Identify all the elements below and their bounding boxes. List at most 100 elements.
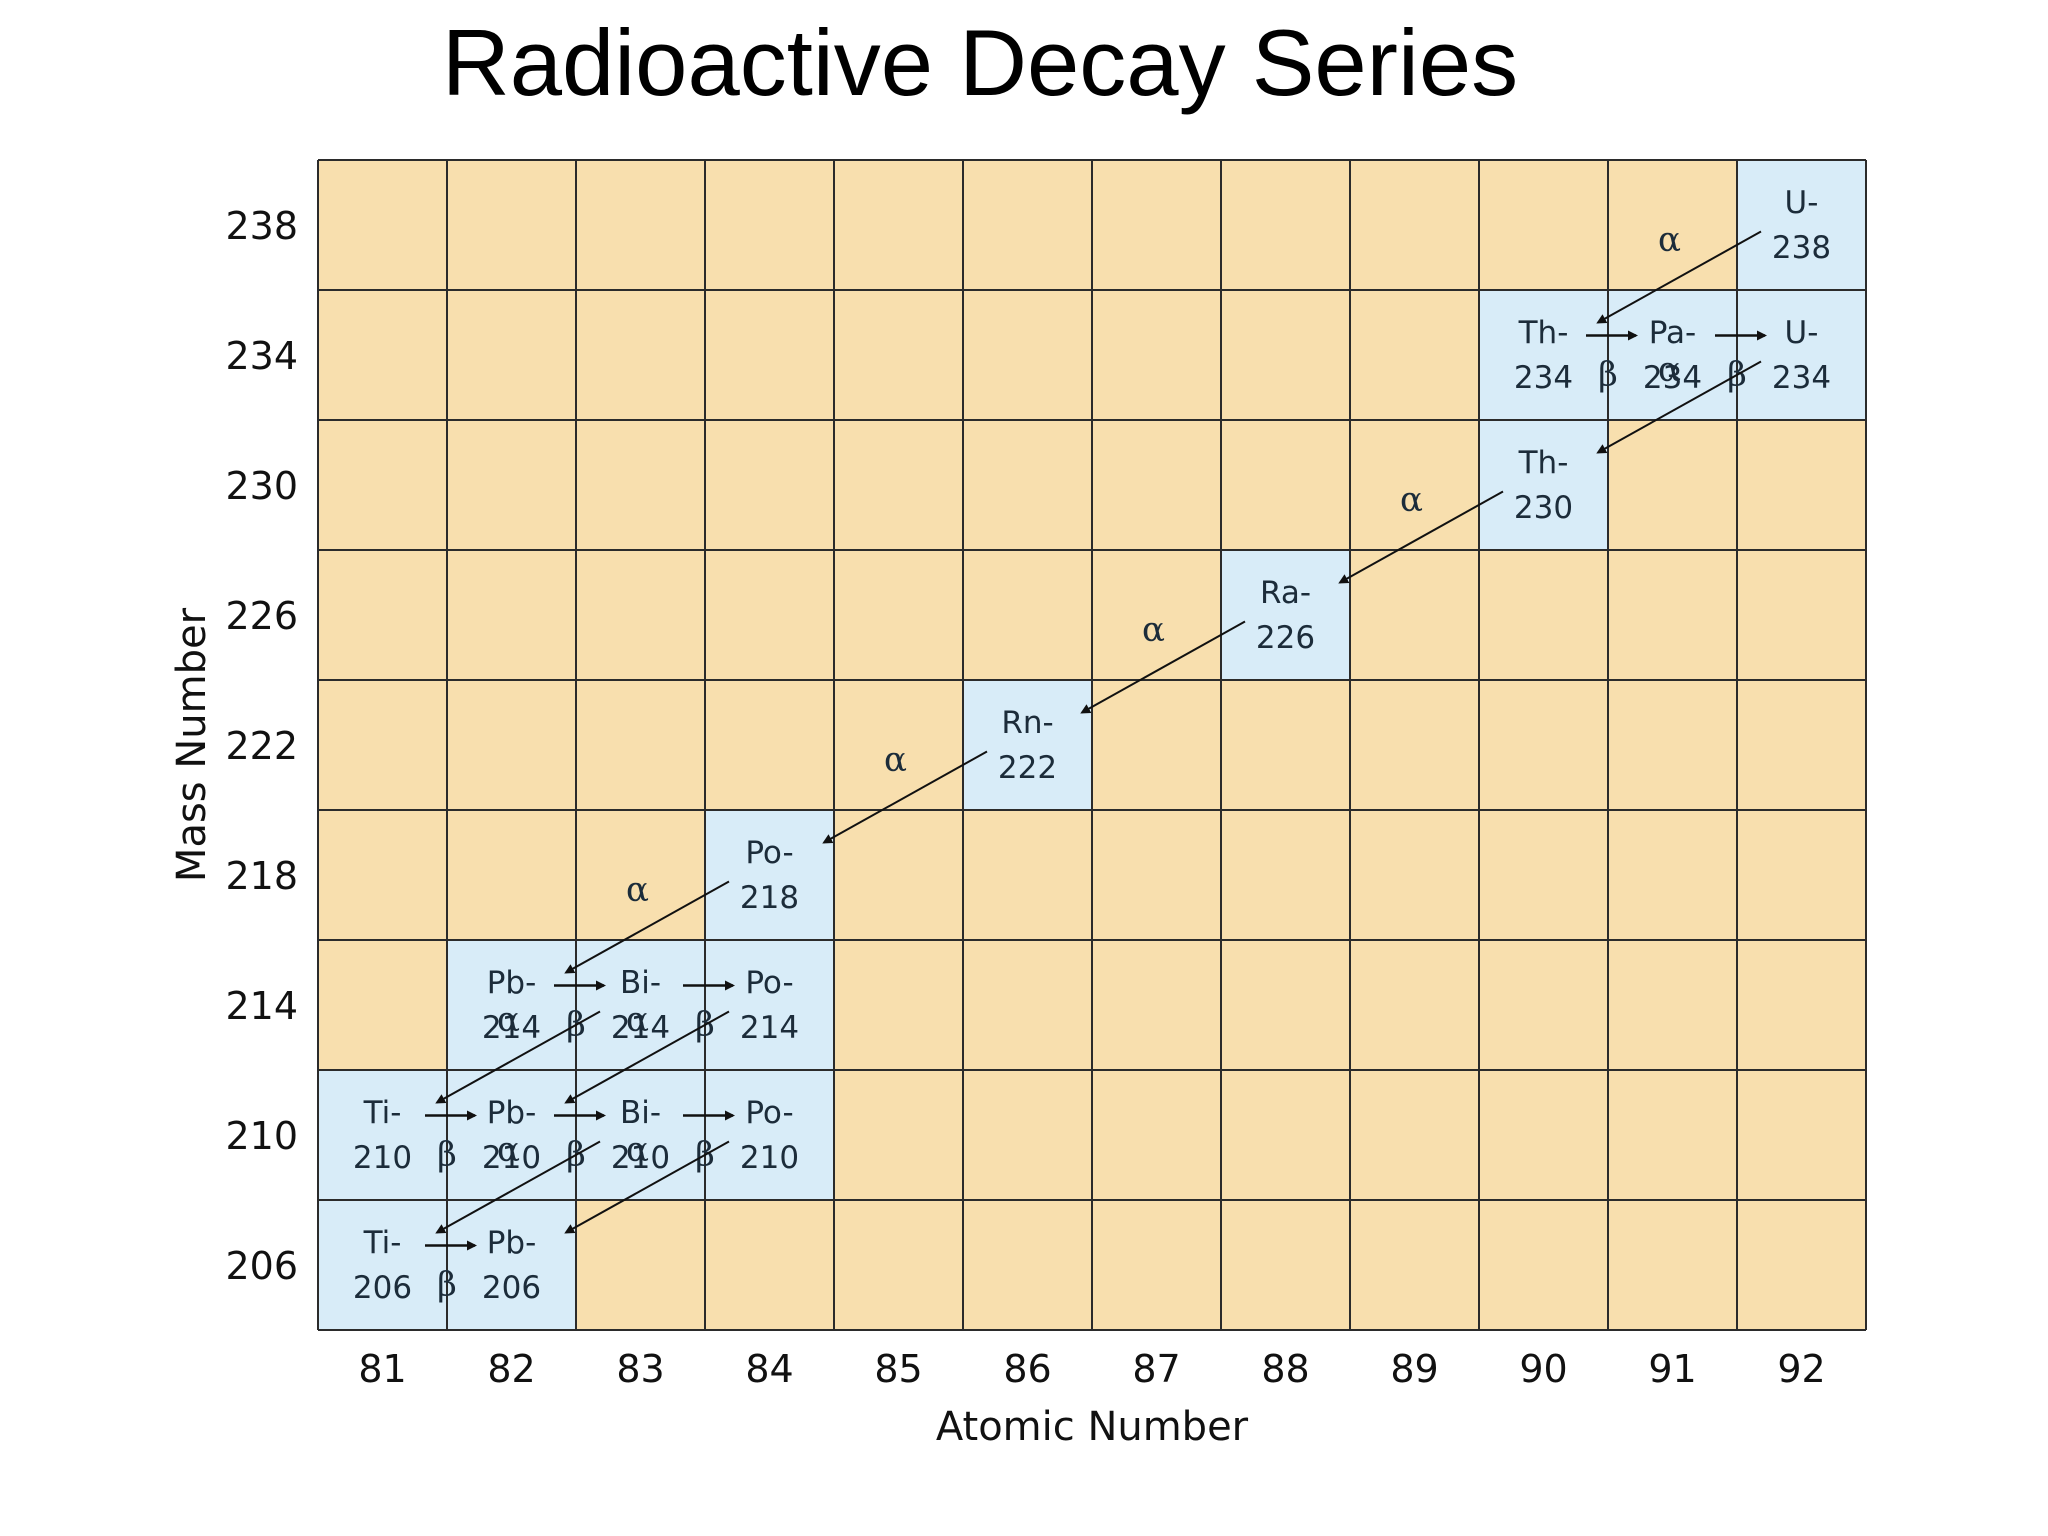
empty-cell xyxy=(318,550,447,680)
empty-cell xyxy=(1479,1200,1608,1330)
empty-cell xyxy=(1092,940,1221,1070)
isotope-symbol: U- xyxy=(1785,315,1819,351)
isotope-mass: 210 xyxy=(482,1140,541,1176)
empty-cell xyxy=(318,290,447,420)
beta-label: β xyxy=(1598,355,1618,395)
empty-cell xyxy=(963,940,1092,1070)
decay-arrow-alpha: α xyxy=(564,1000,730,1104)
empty-cell xyxy=(705,550,834,680)
grid-lines xyxy=(317,159,1867,1331)
alpha-label: α xyxy=(626,1000,649,1040)
empty-cell xyxy=(834,290,963,420)
y-tick-label: 206 xyxy=(225,1244,298,1288)
isotope-symbol: Pa- xyxy=(1649,315,1696,351)
isotope-mass: 214 xyxy=(482,1010,541,1046)
empty-cell xyxy=(1479,550,1608,680)
y-tick-label: 238 xyxy=(225,204,298,248)
empty-cell xyxy=(1092,1070,1221,1200)
empty-cell xyxy=(834,1070,963,1200)
decay-arrow-alpha: α xyxy=(564,870,730,974)
decay-arrow-alpha: α xyxy=(564,1130,730,1234)
empty-cell xyxy=(576,290,705,420)
y-tick-label: 214 xyxy=(225,984,298,1028)
empty-cell xyxy=(1221,680,1350,810)
alpha-label: α xyxy=(1658,220,1681,260)
x-tick-label: 91 xyxy=(1648,1347,1696,1391)
isotope-cell xyxy=(1479,420,1608,550)
empty-cell xyxy=(834,810,963,940)
isotope-cell xyxy=(447,1070,576,1200)
empty-cell xyxy=(318,810,447,940)
empty-cell xyxy=(963,550,1092,680)
alpha-arrow-line xyxy=(564,1140,730,1234)
isotope-mass: 206 xyxy=(353,1270,412,1306)
y-tick-label: 210 xyxy=(225,1114,298,1158)
alpha-label: α xyxy=(626,1130,649,1170)
empty-cell xyxy=(1350,1070,1479,1200)
empty-cell xyxy=(1737,420,1866,550)
alpha-arrow-line xyxy=(564,880,730,974)
isotope-symbol: Pb- xyxy=(487,1225,537,1261)
empty-cell xyxy=(318,160,447,290)
empty-cell xyxy=(1479,940,1608,1070)
decay-arrow-beta: β xyxy=(1586,330,1638,395)
x-tick-label: 86 xyxy=(1003,1347,1051,1391)
decay-arrow-alpha: α xyxy=(1596,350,1762,454)
empty-cell xyxy=(834,550,963,680)
isotope-symbol: U- xyxy=(1785,185,1819,221)
x-tick-label: 84 xyxy=(745,1347,793,1391)
alpha-arrow-line xyxy=(1338,490,1504,584)
isotope-symbol: Ra- xyxy=(1260,575,1311,611)
grid-cells xyxy=(318,160,1866,1330)
isotope-cell xyxy=(705,940,834,1070)
x-tick-label: 85 xyxy=(874,1347,922,1391)
empty-cell xyxy=(1350,160,1479,290)
isotope-symbol: Po- xyxy=(745,1095,793,1131)
empty-cell xyxy=(1608,810,1737,940)
empty-cell xyxy=(1608,1200,1737,1330)
decay-arrow-alpha: α xyxy=(435,1000,601,1104)
empty-cell xyxy=(963,290,1092,420)
empty-cell xyxy=(1221,290,1350,420)
isotope-cell xyxy=(705,810,834,940)
empty-cell xyxy=(1608,940,1737,1070)
beta-label: β xyxy=(437,1135,457,1175)
x-tick-label: 82 xyxy=(487,1347,535,1391)
isotope-mass: 226 xyxy=(1256,620,1315,656)
isotope-mass: 230 xyxy=(1514,490,1573,526)
empty-cell xyxy=(1737,550,1866,680)
x-tick-label: 90 xyxy=(1519,1347,1567,1391)
empty-cell xyxy=(1350,940,1479,1070)
isotope-cell xyxy=(1608,290,1737,420)
empty-cell xyxy=(1479,810,1608,940)
alpha-label: α xyxy=(884,740,907,780)
empty-cell xyxy=(834,420,963,550)
decay-arrows: αββαααααββααβββααβ xyxy=(425,220,1767,1305)
empty-cell xyxy=(1221,160,1350,290)
empty-cell xyxy=(576,680,705,810)
y-tick-label: 218 xyxy=(225,854,298,898)
empty-cell xyxy=(318,420,447,550)
empty-cell xyxy=(834,680,963,810)
isotope-mass: 234 xyxy=(1772,360,1831,396)
x-tick-label: 89 xyxy=(1390,1347,1438,1391)
isotope-mass: 214 xyxy=(611,1010,670,1046)
empty-cell xyxy=(576,160,705,290)
empty-cell xyxy=(1608,1070,1737,1200)
isotope-cell xyxy=(705,1070,834,1200)
x-axis-title: Atomic Number xyxy=(936,1404,1249,1450)
beta-label: β xyxy=(437,1265,457,1305)
empty-cell xyxy=(1092,160,1221,290)
empty-cell xyxy=(1608,680,1737,810)
empty-cell xyxy=(1350,550,1479,680)
empty-cell xyxy=(1221,940,1350,1070)
empty-cell xyxy=(1608,160,1737,290)
empty-cell xyxy=(1350,1200,1479,1330)
empty-cell xyxy=(1479,160,1608,290)
empty-cell xyxy=(963,420,1092,550)
isotope-mass: 214 xyxy=(740,1010,799,1046)
isotope-mass: 210 xyxy=(740,1140,799,1176)
isotope-symbol: Po- xyxy=(745,965,793,1001)
x-tick-label: 81 xyxy=(358,1347,406,1391)
